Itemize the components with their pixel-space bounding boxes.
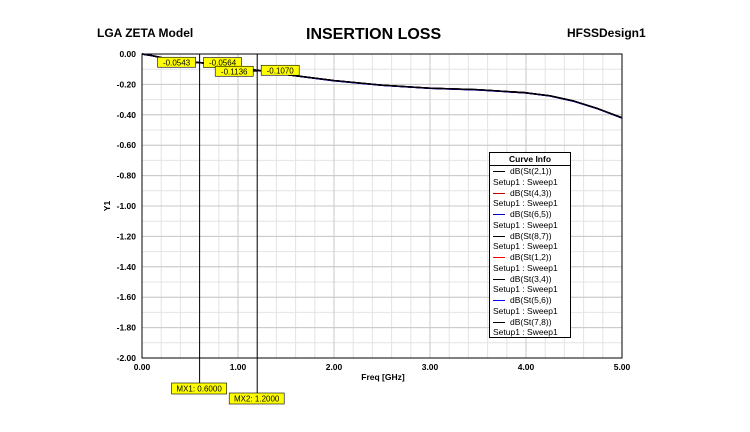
y-axis-label: Y1 (102, 201, 112, 212)
y-tick-label: -0.40 (117, 110, 137, 120)
marker-readout-value: -0.1070 (267, 66, 295, 75)
design-name-label: HFSSDesign1 (567, 26, 646, 40)
legend-swatch (493, 300, 505, 301)
y-tick-label: -0.80 (117, 171, 137, 181)
chart-title: INSERTION LOSS (306, 26, 442, 43)
chart-axes: 0.00 1.00 2.00 3.00 4.00 5.00 0.00 -0.20 -0.40 -0… (117, 49, 631, 372)
x-tick-label: 5.00 (614, 362, 631, 372)
legend-series-name: dB(St(2,1)) (510, 166, 552, 176)
plot-frame (141, 53, 623, 359)
x-tick-label: 1.00 (230, 362, 247, 372)
x-axis-label: Freq [GHz] (361, 372, 405, 382)
y-tick-label: -1.60 (117, 292, 137, 302)
legend-series-setup: Setup1 : Sweep1 (493, 327, 558, 337)
legend-swatch (493, 321, 505, 323)
legend-series-setup: Setup1 : Sweep1 (493, 284, 558, 294)
marker-label-box (228, 392, 285, 405)
y-tick-label: -1.40 (117, 262, 137, 272)
legend-entry[interactable]: dB(St(8,7)) Setup1 : Sweep1 (490, 231, 570, 253)
marker-label: MX2: 1.2000 (234, 395, 280, 404)
legend-series-name: dB(St(8,7)) (510, 230, 552, 241)
x-tick-label: 0.00 (134, 362, 151, 372)
legend-swatch (493, 235, 505, 237)
legend-series-name: dB(St(4,3)) (510, 187, 552, 198)
legend-entry[interactable]: dB(St(6,5)) Setup1 : Sweep1 (490, 209, 570, 231)
y-tick-label: -1.80 (117, 323, 137, 333)
y-tick-label: -1.00 (117, 201, 137, 211)
chart-markers[interactable]: MX1: 0.6000 -0.0543 -0.0564 MX2: 1.2000 -0.1… (157, 54, 300, 405)
legend-entry[interactable]: dB(St(3,4)) Setup1 : Sweep1 (490, 274, 570, 296)
legend-swatch (493, 278, 505, 280)
legend-entry[interactable]: dB(St(2,1)) Setup1 : Sweep1 (490, 166, 570, 188)
marker-readout-value: -0.1136 (221, 67, 248, 76)
y-tick-label: -0.60 (117, 140, 137, 150)
y-tick-label: -0.20 (117, 79, 137, 89)
legend-series-name: dB(St(6,5)) (510, 209, 552, 219)
legend-series-name: dB(St(1,2)) (510, 252, 552, 262)
legend-swatch (493, 192, 505, 194)
legend-series-setup: Setup1 : Sweep1 (493, 176, 558, 187)
legend-series-setup: Setup1 : Sweep1 (493, 241, 558, 251)
legend-swatch (493, 171, 505, 172)
y-tick-label: 0.00 (119, 49, 136, 59)
legend-entry[interactable]: dB(St(5,6)) Setup1 : Sweep1 (490, 295, 570, 317)
legend-swatch (493, 214, 505, 215)
legend-series-setup: Setup1 : Sweep1 (493, 305, 558, 316)
design-model-label: LGA ZETA Model (97, 26, 194, 40)
y-tick-label: -2.00 (117, 353, 137, 363)
legend-swatch (493, 257, 505, 258)
legend-title: Curve Info (490, 153, 570, 166)
marker-readout-value: -0.0543 (163, 58, 191, 67)
marker-label-box (171, 382, 227, 395)
legend-series-setup: Setup1 : Sweep1 (493, 262, 558, 273)
legend-series-name: dB(St(7,8)) (510, 316, 552, 327)
x-tick-label: 4.00 (518, 362, 535, 372)
marker-label: MX1: 0.6000 (176, 385, 222, 394)
x-tick-label: 3.00 (422, 362, 439, 372)
x-tick-label: 2.00 (326, 362, 343, 372)
legend-series-setup: Setup1 : Sweep1 (493, 219, 558, 230)
legend-entry[interactable]: dB(St(1,2)) Setup1 : Sweep1 (490, 252, 570, 274)
legend-series-name: dB(St(5,6)) (510, 295, 552, 305)
curve-info-legend[interactable]: Curve Info dB(St(2,1)) Setup1 : Sweep1 dB(… (489, 152, 571, 338)
legend-entry[interactable]: dB(St(7,8)) Setup1 : Sweep1 (490, 317, 570, 339)
legend-series-setup: Setup1 : Sweep1 (493, 198, 558, 208)
marker-readout-value: -0.0564 (209, 59, 237, 68)
legend-entry[interactable]: dB(St(4,3)) Setup1 : Sweep1 (490, 188, 570, 210)
y-tick-label: -1.20 (117, 231, 137, 241)
legend-series-name: dB(St(3,4)) (510, 273, 552, 284)
